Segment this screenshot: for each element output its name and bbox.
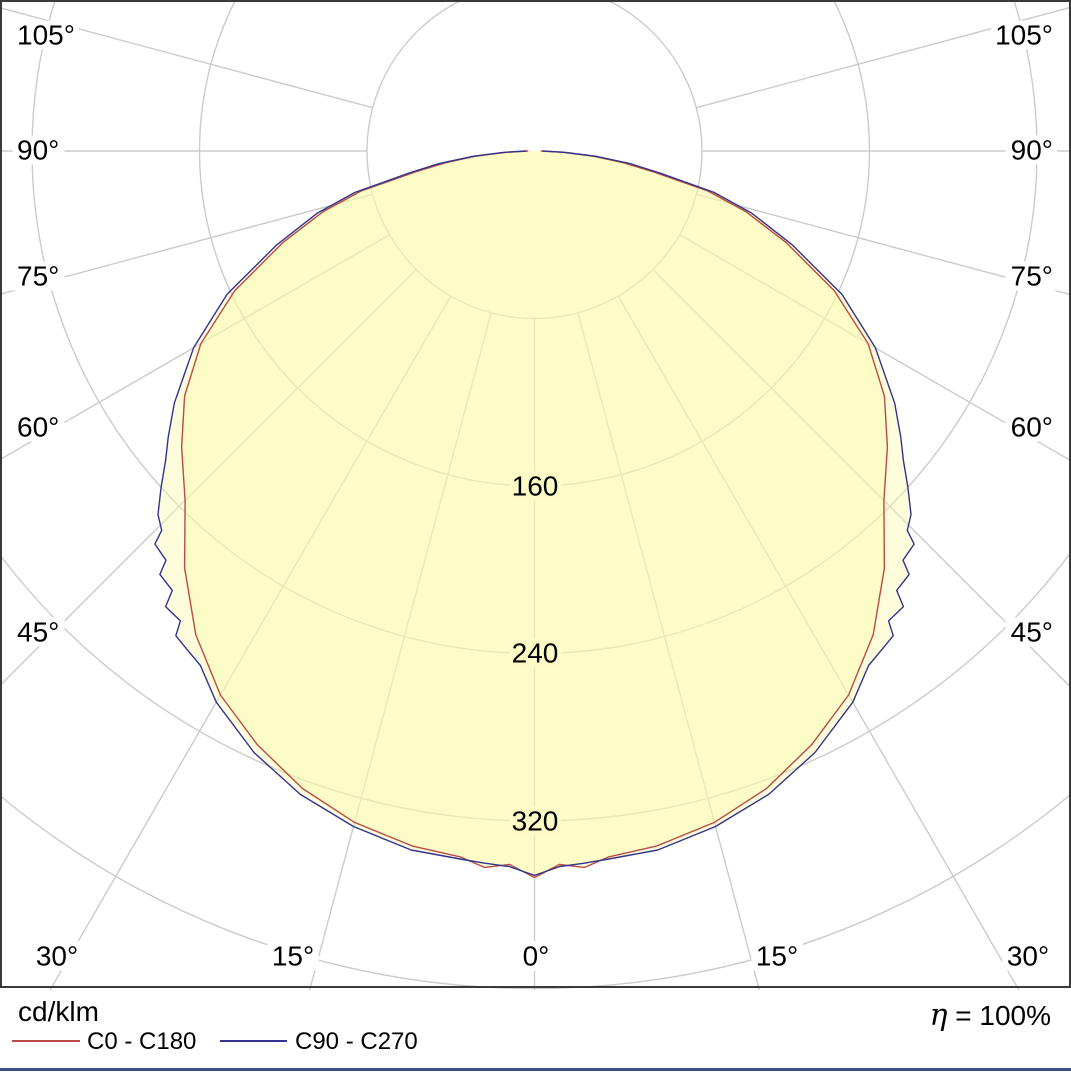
grid-radial-line — [0, 193, 373, 295]
legend-line-c90-c270 — [220, 1040, 287, 1042]
c0-c180-curve — [180, 150, 889, 879]
intensity-ring-label-bg — [509, 638, 561, 668]
intensity-ring-label-bg — [509, 471, 561, 501]
angle-label-bottom-bg — [267, 941, 319, 971]
angle-label-bottom-bg — [517, 941, 555, 971]
angle-label-left-bg — [13, 135, 65, 165]
angle-label-left-bg — [13, 617, 65, 647]
grid-radial-line — [696, 6, 1071, 109]
angle-label-left-bg — [13, 20, 79, 50]
angle-label-left: 90° — [17, 135, 59, 166]
angle-label-bottom: 15° — [272, 941, 314, 972]
angle-label-right-bg — [1005, 412, 1057, 442]
eta-symbol: η — [929, 998, 948, 1033]
grid-radial-line — [0, 7, 373, 109]
grid-radial-line — [617, 295, 1020, 990]
angle-label-bottom: 30° — [1007, 941, 1049, 972]
unit-label: cd/klm — [18, 996, 99, 1027]
angle-label-left: 60° — [17, 412, 59, 443]
angle-label-right-bg — [1005, 261, 1057, 291]
plot-border — [0, 0, 1071, 988]
angle-label-right: 75° — [1011, 261, 1053, 292]
angle-label-left: 45° — [17, 617, 59, 648]
angle-label-bottom: 30° — [36, 941, 78, 972]
angle-label-bottom: 0° — [523, 941, 550, 972]
intensity-ring-label: 320 — [512, 806, 559, 837]
polar-intensity-chart: 160 240 320 105° 90° 75° 60° 45° 105° 90° 75° 60° 45… — [0, 0, 1071, 990]
angle-label-left: 75° — [17, 261, 59, 292]
angle-label-right: 90° — [1011, 135, 1053, 166]
legend-line-c0-c180 — [12, 1040, 80, 1042]
grid-radial-line — [0, 268, 417, 687]
intensity-ring-label: 160 — [512, 471, 559, 502]
legend-label-c0-c180: C0 - C180 — [87, 1028, 197, 1055]
c90-c270-curve — [154, 150, 915, 877]
legend-label-c90-c270: C90 - C270 — [295, 1028, 418, 1055]
angle-label-bottom-bg — [31, 941, 83, 971]
intensity-ring-label: 240 — [512, 638, 559, 669]
grid-radial-line — [577, 312, 761, 990]
angle-label-left: 105° — [17, 20, 75, 51]
grid-radial-line — [652, 268, 1071, 689]
legend: C0 - C180 C90 - C270 — [0, 1026, 1071, 1056]
efficiency-value: = 100% — [947, 1000, 1051, 1031]
angle-label-right-bg — [1005, 617, 1057, 647]
c0-c180-fill — [181, 151, 888, 878]
angle-label-bottom-bg — [751, 941, 803, 971]
bottom-rule — [0, 1068, 1071, 1071]
angle-label-right: 60° — [1011, 412, 1053, 443]
angle-label-right: 105° — [995, 20, 1053, 51]
angle-label-right: 45° — [1011, 617, 1053, 648]
grid-radial-line — [696, 193, 1071, 296]
grid-radial-line — [308, 312, 492, 990]
intensity-ring-label-bg — [509, 806, 561, 836]
grid-radial-line — [49, 295, 452, 990]
chart-footer: cd/klm η = 100% C0 - C180 C90 - C270 — [0, 990, 1071, 1075]
angle-label-bottom-bg — [1002, 941, 1054, 971]
efficiency-label: η = 100% — [929, 998, 1051, 1033]
angle-label-right-bg — [1005, 135, 1057, 165]
angle-label-bottom: 15° — [756, 941, 798, 972]
c90-c270-fill — [154, 151, 915, 876]
angle-label-left-bg — [13, 412, 65, 442]
angle-label-left-bg — [13, 261, 65, 291]
angle-label-right-bg — [991, 20, 1057, 50]
